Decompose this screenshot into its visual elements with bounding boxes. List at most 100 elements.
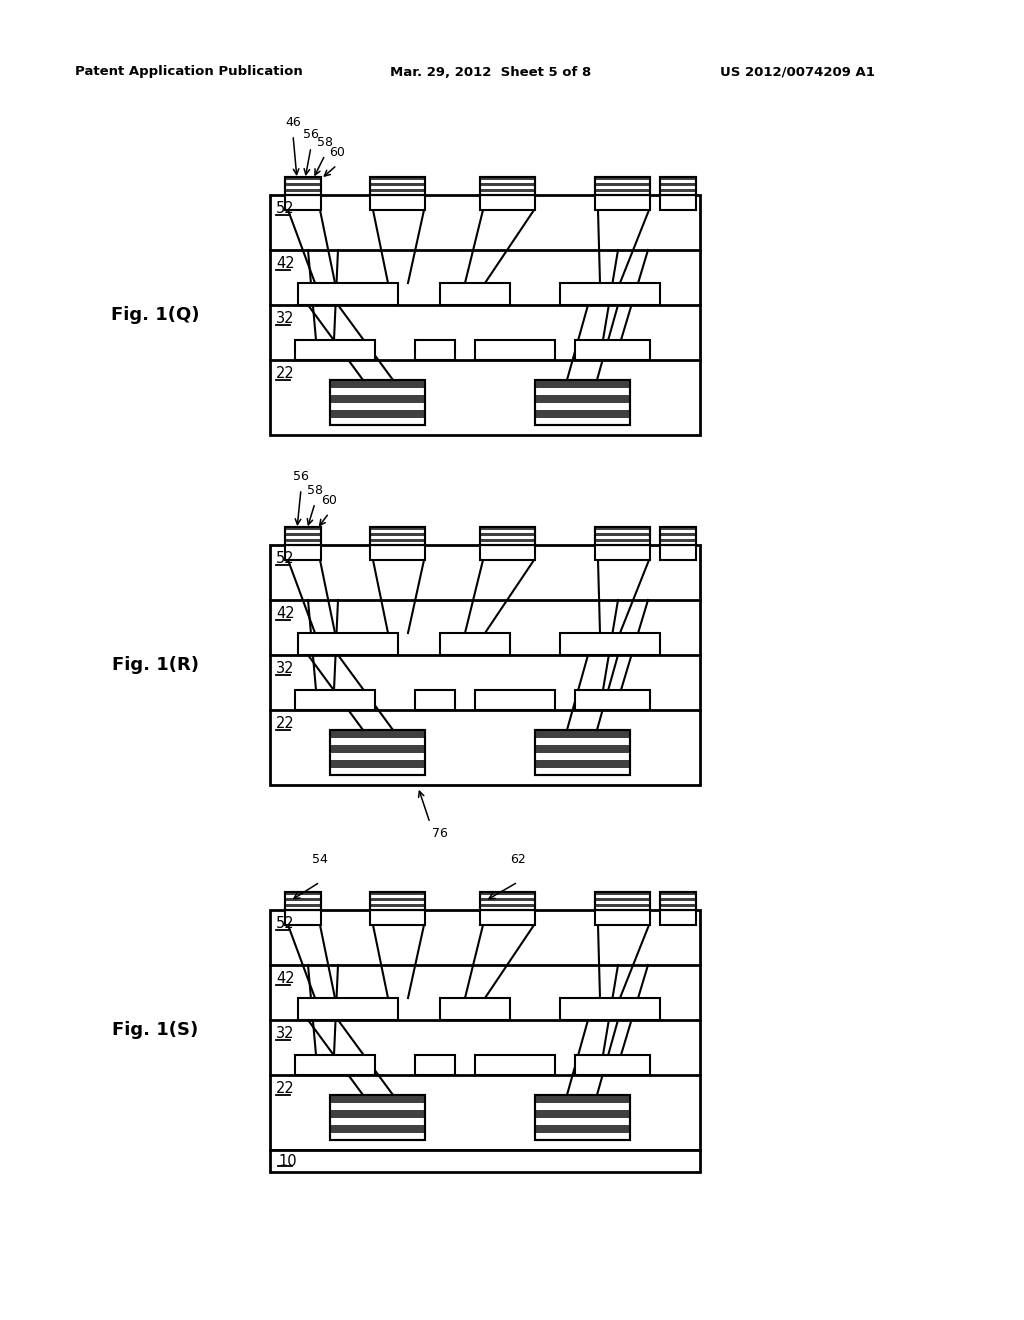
Bar: [285, 909, 321, 925]
Text: 32: 32: [276, 1026, 295, 1041]
Bar: [660, 539, 696, 543]
Text: US 2012/0074209 A1: US 2012/0074209 A1: [720, 66, 874, 78]
Bar: [285, 177, 321, 180]
Bar: [415, 341, 455, 360]
Bar: [285, 527, 321, 545]
Bar: [535, 395, 630, 403]
Text: Mar. 29, 2012  Sheet 5 of 8: Mar. 29, 2012 Sheet 5 of 8: [390, 66, 591, 78]
Bar: [560, 634, 660, 655]
Bar: [660, 189, 696, 191]
Bar: [370, 195, 425, 210]
Text: 60: 60: [329, 147, 345, 158]
Bar: [298, 282, 398, 305]
Bar: [475, 1055, 555, 1074]
Bar: [480, 533, 535, 536]
Bar: [370, 177, 425, 195]
Bar: [370, 904, 425, 907]
Bar: [575, 690, 650, 710]
Bar: [370, 527, 425, 531]
Text: 56: 56: [303, 128, 318, 141]
Bar: [330, 380, 425, 388]
Bar: [660, 892, 696, 909]
Bar: [370, 189, 425, 191]
Bar: [535, 730, 630, 775]
Bar: [270, 195, 700, 436]
Bar: [285, 527, 321, 545]
Bar: [660, 892, 696, 909]
Text: 42: 42: [276, 606, 295, 620]
Bar: [270, 909, 700, 1150]
Bar: [660, 527, 696, 545]
Bar: [480, 539, 535, 543]
Text: 22: 22: [276, 1081, 295, 1096]
Bar: [285, 533, 321, 536]
Bar: [330, 730, 425, 738]
Text: Fig. 1(R): Fig. 1(R): [112, 656, 199, 675]
Bar: [370, 898, 425, 902]
Text: 22: 22: [276, 715, 295, 731]
Text: 54: 54: [312, 853, 328, 866]
Bar: [535, 1125, 630, 1133]
Text: 32: 32: [276, 312, 295, 326]
Text: 52: 52: [276, 916, 295, 931]
Text: 58: 58: [317, 136, 333, 149]
Bar: [285, 183, 321, 186]
Text: 56: 56: [293, 470, 309, 483]
Bar: [285, 892, 321, 909]
Bar: [370, 539, 425, 543]
Bar: [475, 341, 555, 360]
Bar: [330, 380, 425, 425]
Bar: [660, 177, 696, 180]
Text: 22: 22: [276, 366, 295, 381]
Bar: [330, 1125, 425, 1133]
Bar: [660, 183, 696, 186]
Bar: [370, 183, 425, 186]
Bar: [660, 177, 696, 195]
Bar: [370, 533, 425, 536]
Bar: [535, 380, 630, 425]
Bar: [415, 690, 455, 710]
Bar: [330, 411, 425, 417]
Bar: [595, 527, 650, 545]
Text: Patent Application Publication: Patent Application Publication: [75, 66, 303, 78]
Bar: [595, 892, 650, 909]
Text: 52: 52: [276, 201, 295, 216]
Bar: [535, 411, 630, 417]
Bar: [270, 1150, 700, 1172]
Bar: [535, 1110, 630, 1118]
Bar: [298, 998, 398, 1020]
Bar: [330, 1096, 425, 1102]
Bar: [660, 527, 696, 545]
Bar: [295, 1055, 375, 1074]
Bar: [595, 892, 650, 909]
Bar: [535, 380, 630, 388]
Bar: [330, 1096, 425, 1140]
Bar: [440, 634, 510, 655]
Bar: [370, 892, 425, 909]
Bar: [330, 744, 425, 752]
Bar: [480, 177, 535, 195]
Bar: [480, 545, 535, 560]
Bar: [285, 177, 321, 195]
Bar: [660, 533, 696, 536]
Bar: [285, 527, 321, 531]
Bar: [660, 892, 696, 895]
Bar: [660, 909, 696, 925]
Bar: [480, 177, 535, 195]
Bar: [480, 909, 535, 925]
Bar: [285, 195, 321, 210]
Bar: [535, 744, 630, 752]
Bar: [660, 898, 696, 902]
Bar: [285, 177, 321, 195]
Bar: [295, 690, 375, 710]
Bar: [330, 380, 425, 425]
Bar: [370, 909, 425, 925]
Bar: [595, 195, 650, 210]
Text: 32: 32: [276, 661, 295, 676]
Bar: [370, 892, 425, 909]
Bar: [575, 341, 650, 360]
Text: 52: 52: [276, 550, 295, 566]
Bar: [285, 539, 321, 543]
Bar: [285, 189, 321, 191]
Bar: [475, 690, 555, 710]
